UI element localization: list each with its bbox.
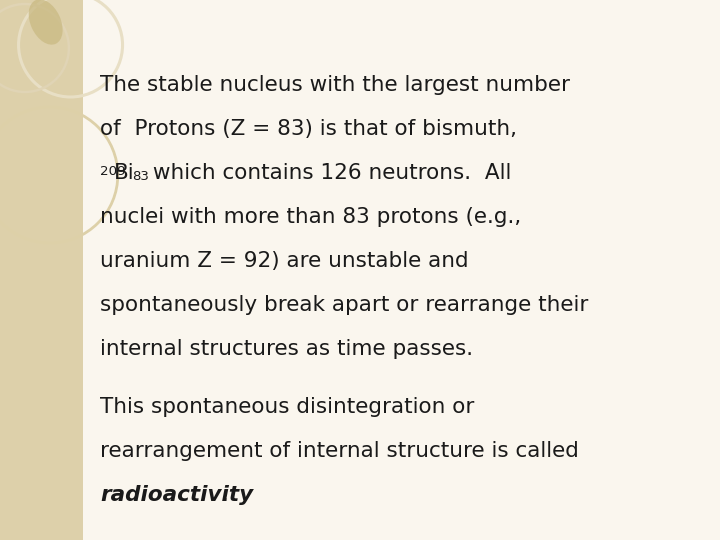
Bar bbox=[0, 0, 83, 540]
Text: which contains 126 neutrons.  All: which contains 126 neutrons. All bbox=[146, 163, 511, 183]
Text: spontaneously break apart or rearrange their: spontaneously break apart or rearrange t… bbox=[100, 295, 588, 315]
Text: radioactivity: radioactivity bbox=[100, 485, 253, 505]
Bar bbox=[83, 0, 720, 540]
Text: This spontaneous disintegration or: This spontaneous disintegration or bbox=[100, 397, 474, 417]
Ellipse shape bbox=[29, 0, 63, 45]
Text: 209: 209 bbox=[100, 165, 126, 178]
Text: 83: 83 bbox=[132, 170, 149, 183]
Text: internal structures as time passes.: internal structures as time passes. bbox=[100, 339, 473, 359]
Text: nuclei with more than 83 protons (e.g.,: nuclei with more than 83 protons (e.g., bbox=[100, 207, 521, 227]
Text: .: . bbox=[222, 485, 229, 505]
Text: of  Protons (Z = 83) is that of bismuth,: of Protons (Z = 83) is that of bismuth, bbox=[100, 119, 517, 139]
Text: The stable nucleus with the largest number: The stable nucleus with the largest numb… bbox=[100, 75, 570, 95]
Text: rearrangement of internal structure is called: rearrangement of internal structure is c… bbox=[100, 441, 579, 461]
Text: uranium Z = 92) are unstable and: uranium Z = 92) are unstable and bbox=[100, 251, 469, 271]
Text: Bi: Bi bbox=[114, 163, 135, 183]
